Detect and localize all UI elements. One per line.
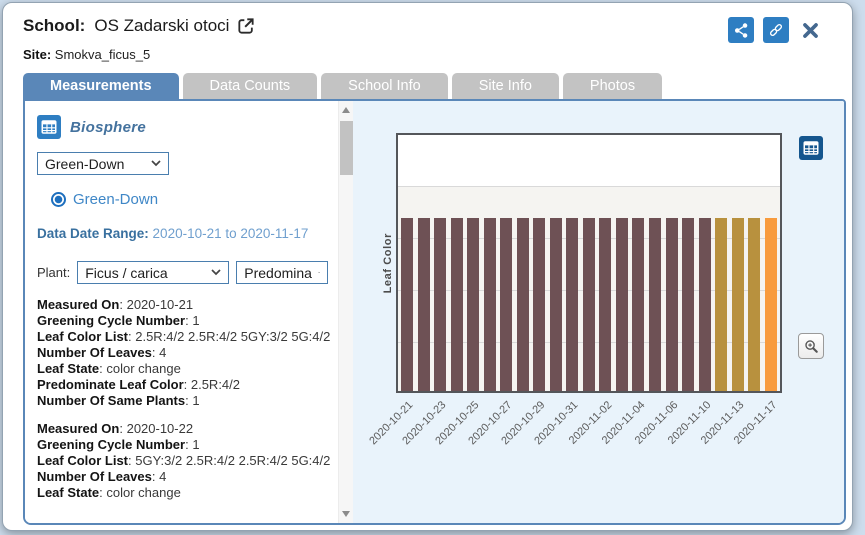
tab-school-info[interactable]: School Info xyxy=(321,73,448,99)
measure-select-value: Predomina xyxy=(244,264,312,281)
close-button[interactable] xyxy=(798,18,822,42)
protocol-select[interactable]: Green-Down xyxy=(37,152,169,175)
close-icon xyxy=(802,22,818,38)
tab-photos[interactable]: Photos xyxy=(562,73,663,99)
share-icon xyxy=(734,22,747,38)
protocol-select-value: Green-Down xyxy=(45,155,125,172)
bar-9[interactable] xyxy=(549,218,562,391)
bar-14[interactable] xyxy=(632,218,645,391)
sphere-title: Biosphere xyxy=(70,118,147,136)
site-name: Smokva_ficus_5 xyxy=(54,47,151,62)
record-field: Leaf State: color change xyxy=(37,361,181,376)
bar-12[interactable] xyxy=(599,218,612,391)
gridline xyxy=(398,186,780,187)
school-label: School: xyxy=(23,16,86,35)
chart-data-table-button[interactable] xyxy=(799,136,823,160)
chevron-down-icon xyxy=(211,269,221,276)
record-field: Leaf Color List: 5GY:3/2 2.5R:4/2 2.5R:4… xyxy=(37,453,331,468)
sphere-header: Biosphere xyxy=(37,115,332,139)
measurement-records-list: Measured On: 2020-10-21 Greening Cycle Nu… xyxy=(37,297,333,501)
plant-label: Plant: xyxy=(37,265,71,280)
site-subtitle: Site: Smokva_ficus_5 xyxy=(23,47,150,62)
record-field: Measured On: 2020-10-22 xyxy=(37,421,194,436)
bar-2[interactable] xyxy=(434,218,447,391)
scroll-down-arrow[interactable] xyxy=(342,511,350,517)
bar-10[interactable] xyxy=(566,218,579,391)
chevron-down-icon xyxy=(151,160,161,167)
bar-15[interactable] xyxy=(648,218,661,391)
tab-bar: Measurements Data Counts School Info Site I… xyxy=(23,73,663,99)
dialog-header: School: OS Zadarski otoci xyxy=(23,16,834,43)
school-name: OS Zadarski otoci xyxy=(94,16,230,35)
data-date-range: Data Date Range: 2020-10-21 to 2020-11-1… xyxy=(37,226,332,241)
bar-4[interactable] xyxy=(467,218,480,391)
record-field: Predominate Leaf Color: 2.5R:4/2 xyxy=(37,377,241,392)
plant-select-value: Ficus / carica xyxy=(85,264,168,281)
record-field: Greening Cycle Number: 1 xyxy=(37,313,200,328)
protocol-radio-row: Green-Down xyxy=(37,191,332,208)
record-field: Number Of Leaves: 4 xyxy=(37,345,167,360)
bar-20[interactable] xyxy=(731,218,744,391)
greendown-radio-label: Green-Down xyxy=(73,191,159,208)
bar-1[interactable] xyxy=(417,218,430,391)
record-field: Number Of Leaves: 4 xyxy=(37,469,167,484)
scroll-up-arrow[interactable] xyxy=(342,107,350,113)
school-details-dialog: School: OS Zadarski otoci xyxy=(2,2,853,531)
leaf-color-bar-chart xyxy=(396,133,782,393)
measurements-sidebar: Biosphere Green-Down Green-Down Data Dat… xyxy=(25,101,338,523)
record-field: Number Of Same Plants: 1 xyxy=(37,393,200,408)
bar-17[interactable] xyxy=(682,218,695,391)
magnifier-plus-icon xyxy=(804,339,818,353)
export-icon[interactable] xyxy=(236,16,256,36)
bar-3[interactable] xyxy=(450,218,463,391)
school-title: School: OS Zadarski otoci xyxy=(23,16,256,36)
bar-16[interactable] xyxy=(665,218,678,391)
tab-data-counts[interactable]: Data Counts xyxy=(182,73,318,99)
bar-18[interactable] xyxy=(698,218,711,391)
date-range-value: 2020-10-21 to 2020-11-17 xyxy=(152,226,309,241)
date-range-label: Data Date Range: xyxy=(37,226,149,241)
sidebar-scrollbar[interactable] xyxy=(338,101,353,523)
share-button[interactable] xyxy=(728,17,754,43)
measurement-record: Measured On: 2020-10-22 Greening Cycle Nu… xyxy=(37,421,333,501)
y-axis-label: Leaf Color xyxy=(381,232,394,294)
tab-site-info[interactable]: Site Info xyxy=(451,73,559,99)
bar-6[interactable] xyxy=(500,218,513,391)
measurement-record: Measured On: 2020-10-21 Greening Cycle Nu… xyxy=(37,297,333,409)
greendown-radio[interactable] xyxy=(51,192,66,207)
tab-measurements[interactable]: Measurements xyxy=(23,73,179,99)
bar-series xyxy=(401,218,777,391)
chevron-down-icon xyxy=(318,271,321,274)
bar-5[interactable] xyxy=(483,218,496,391)
table-icon[interactable] xyxy=(37,115,61,139)
record-field: Leaf State: color change xyxy=(37,485,181,500)
plant-filter-row: Plant: Ficus / carica Predomina xyxy=(37,261,332,284)
bar-21[interactable] xyxy=(748,218,761,391)
bar-7[interactable] xyxy=(516,218,529,391)
chart-panel: Leaf Color 2020-10-21 2020-10-23 2020-10-2… xyxy=(353,101,844,523)
plot-top-band xyxy=(398,135,780,186)
link-icon xyxy=(769,23,783,37)
site-label: Site: xyxy=(23,47,52,62)
chart-zoom-button[interactable] xyxy=(798,333,824,359)
permalink-button[interactable] xyxy=(763,17,789,43)
record-field: Leaf Color List: 2.5R:4/2 2.5R:4/2 5GY:3… xyxy=(37,329,331,344)
table-icon xyxy=(803,141,819,155)
bar-19[interactable] xyxy=(715,218,728,391)
measurements-tab-panel: Biosphere Green-Down Green-Down Data Dat… xyxy=(23,99,846,525)
bar-22[interactable] xyxy=(764,218,777,391)
scrollbar-thumb[interactable] xyxy=(340,121,353,175)
record-field: Measured On: 2020-10-21 xyxy=(37,297,194,312)
bar-0[interactable] xyxy=(401,218,413,391)
measure-select[interactable]: Predomina xyxy=(236,261,329,284)
bar-11[interactable] xyxy=(582,218,595,391)
bar-13[interactable] xyxy=(615,218,628,391)
plant-select[interactable]: Ficus / carica xyxy=(77,261,230,284)
bar-8[interactable] xyxy=(533,218,546,391)
header-actions xyxy=(728,17,822,43)
record-field: Greening Cycle Number: 1 xyxy=(37,437,200,452)
